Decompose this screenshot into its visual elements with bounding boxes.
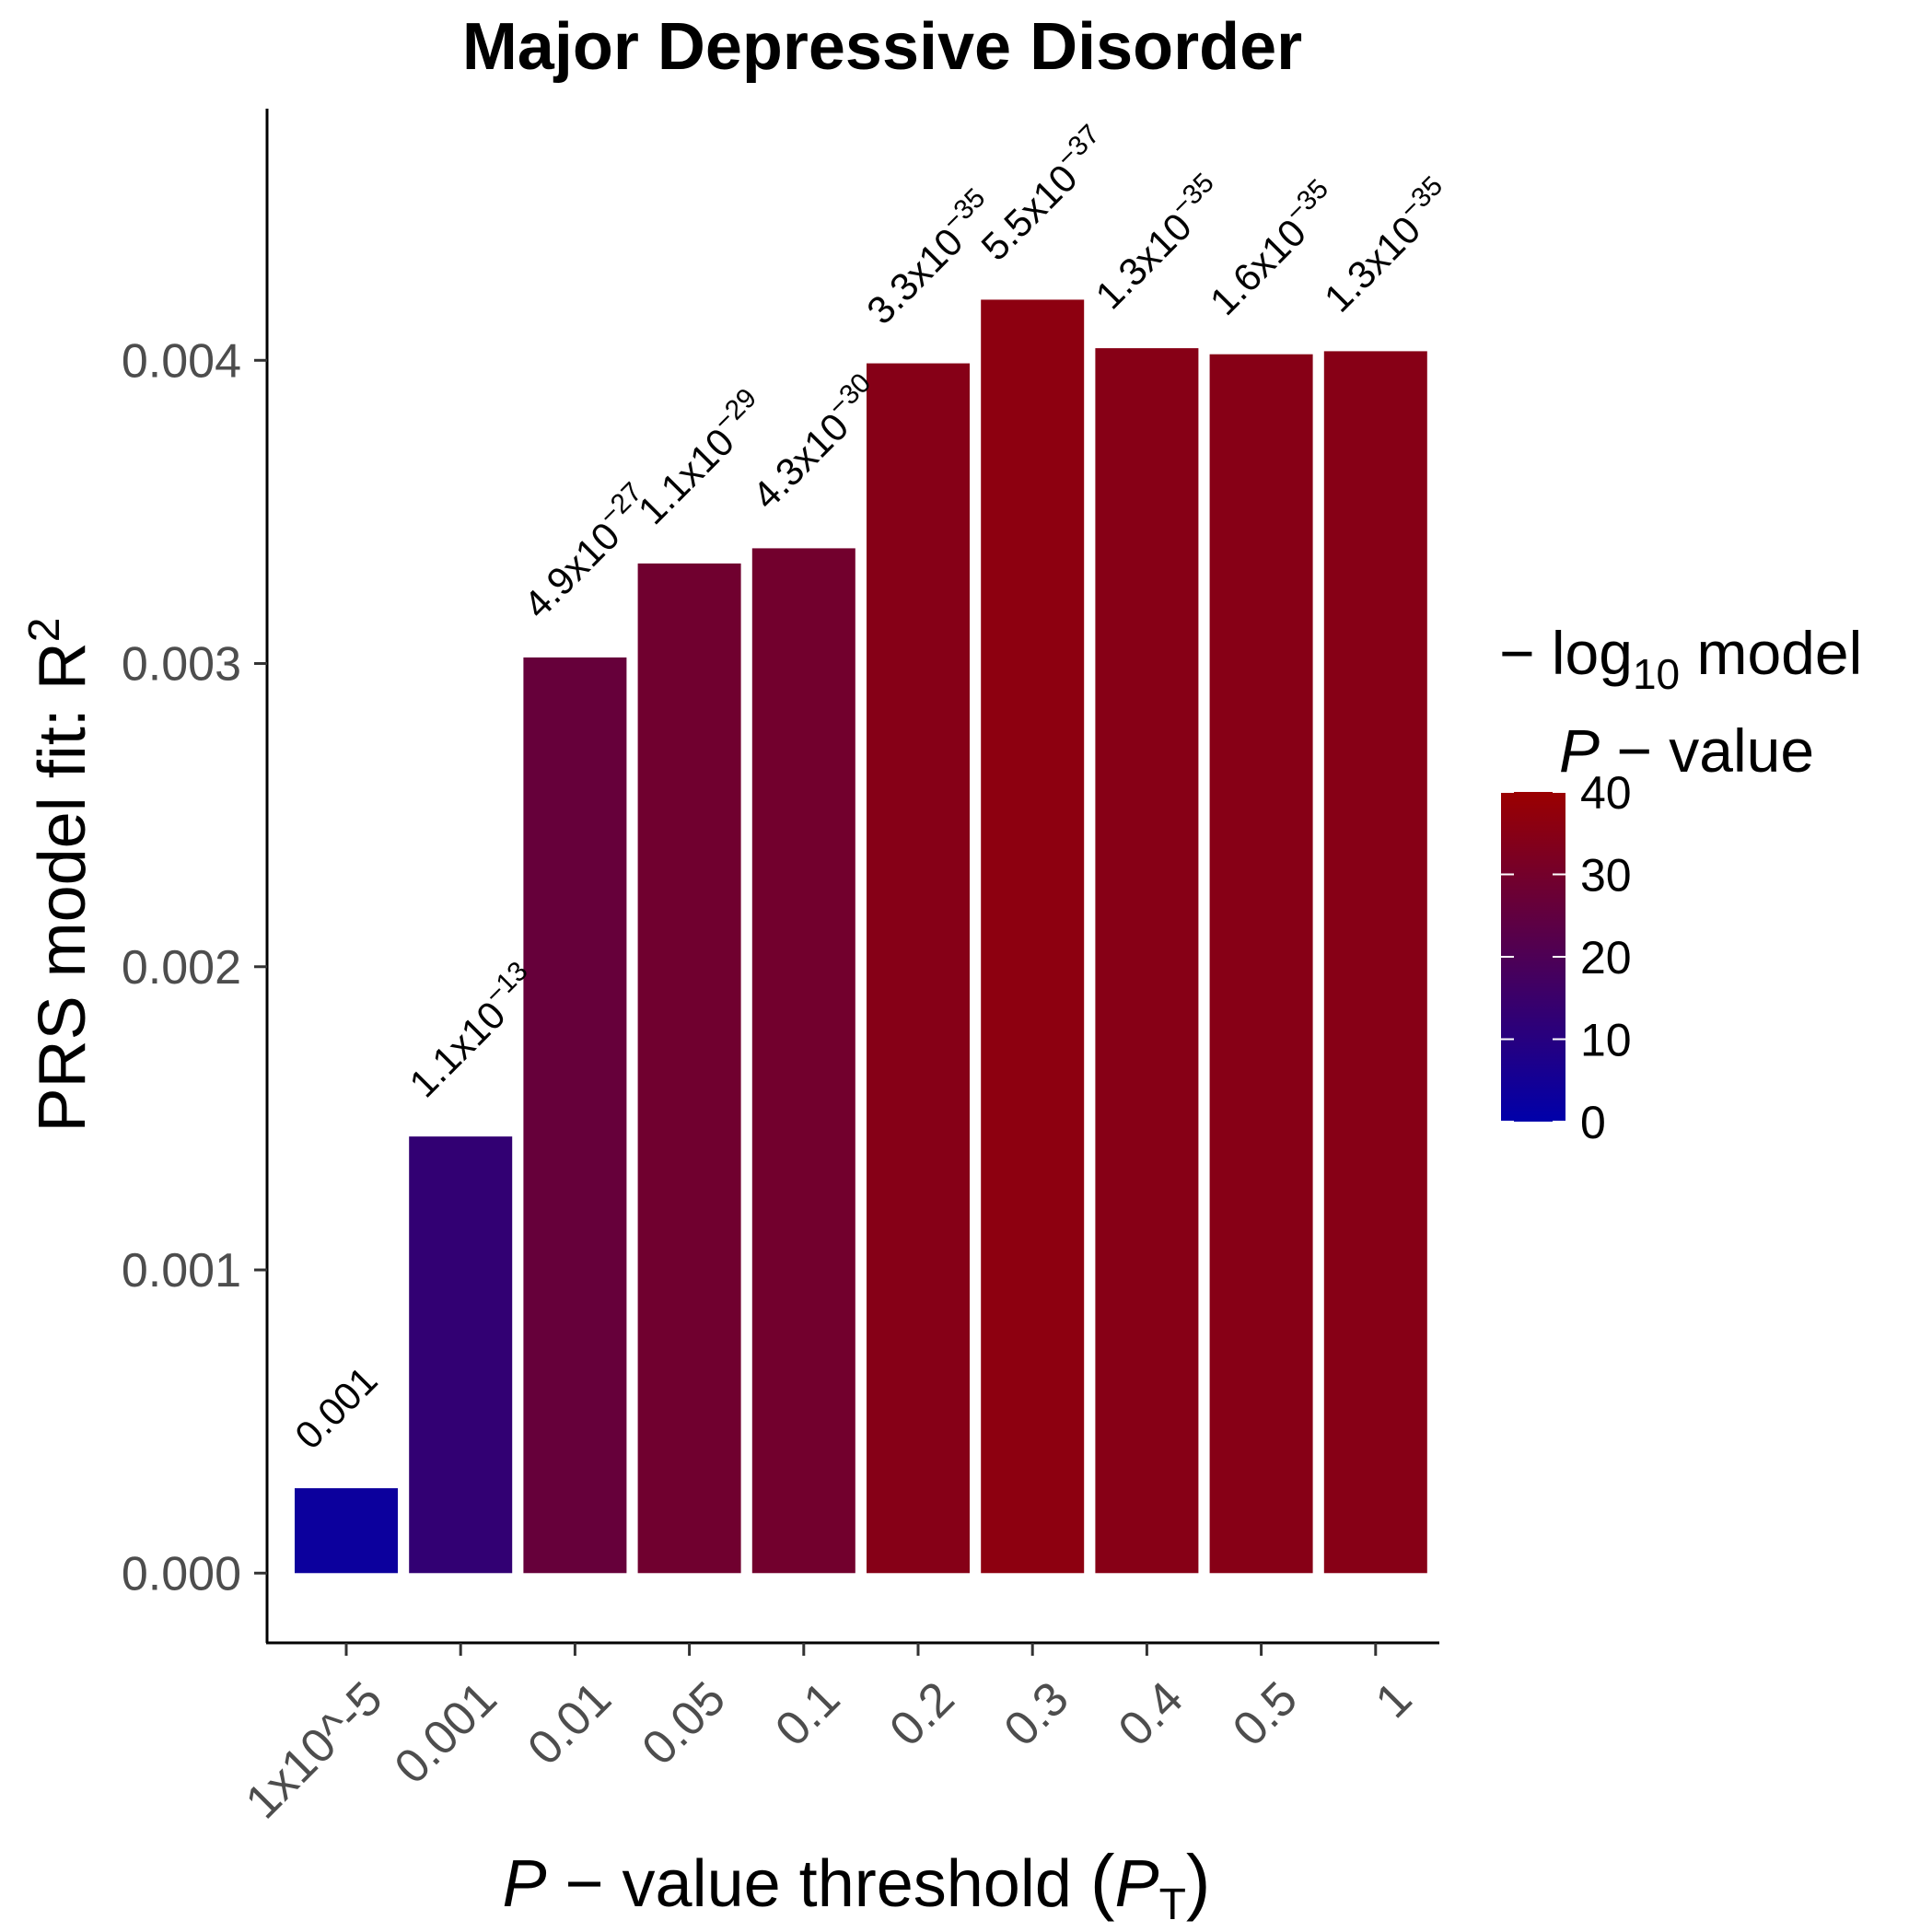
legend-tick-label-3: 30 [1580, 850, 1632, 902]
y-tick-label-2: 0.002 [122, 941, 241, 995]
svg-text:5.5x10−37: 5.5x10−37 [969, 119, 1119, 269]
bar-6 [981, 299, 1085, 1574]
chart-title: Major Depressive Disorder [462, 10, 1302, 84]
x-ticks: 1x10^-50.001 0.01 0.05 0.1 0.2 0.3 0.4 0.5 1 [236, 1643, 1422, 1829]
svg-text:1.6x10−35: 1.6x10−35 [1197, 173, 1347, 323]
legend-tick-label-0: 0 [1580, 1097, 1606, 1148]
bars-group [295, 299, 1427, 1574]
bar-9 [1323, 351, 1427, 1574]
legend-title-line1: − log10 model [1499, 619, 1862, 698]
legend-tick-label-2: 20 [1580, 932, 1632, 983]
bar-5 [867, 363, 970, 1574]
x-tick-label-1: 0.001 [385, 1671, 507, 1794]
bar-2 [523, 657, 627, 1574]
y-tick-label-1: 0.001 [122, 1244, 241, 1298]
bar-8 [1209, 354, 1313, 1574]
legend-tick-label-1: 10 [1580, 1015, 1632, 1066]
svg-text:1.1x10−29: 1.1x10−29 [625, 383, 775, 533]
bar-0 [295, 1488, 398, 1574]
bar-label-8: 1.6x10−35 [1197, 173, 1347, 323]
x-axis-title: P − value threshold (PT) [502, 1840, 1210, 1929]
bar-label-9: 1.3x10−35 [1312, 170, 1462, 320]
bar-7 [1095, 348, 1199, 1574]
y-axis-title: PRS model fit: R2 [20, 618, 99, 1133]
bar-label-0: 0.001 [286, 1358, 386, 1458]
legend-title-line2: P − value [1559, 716, 1814, 785]
legend-ticks: 0 10 20 30 40 [1501, 767, 1632, 1148]
x-tick-label-8: 0.5 [1223, 1671, 1308, 1756]
bar-label-6: 5.5x10−37 [969, 119, 1119, 269]
bar-4 [751, 548, 855, 1574]
bar-label-3: 1.1x10−29 [625, 383, 775, 533]
svg-text:1.3x10−35: 1.3x10−35 [1312, 170, 1462, 320]
y-tick-label-3: 0.003 [122, 638, 241, 692]
legend-tick-label-4: 40 [1580, 767, 1632, 819]
color-legend: − log10 model P − value 0 10 20 30 40 [1499, 619, 1862, 1148]
x-tick-label-7: 0.4 [1109, 1671, 1193, 1756]
svg-text:PRS model fit: R2: PRS model fit: R2 [20, 618, 99, 1133]
bar-1 [409, 1136, 513, 1574]
bar-3 [637, 563, 741, 1574]
svg-text:0.001: 0.001 [286, 1358, 386, 1458]
x-tick-label-5: 0.2 [879, 1671, 964, 1756]
y-ticks: 0.000 0.001 0.002 0.003 0.004 [122, 334, 267, 1600]
y-tick-label-0: 0.000 [122, 1547, 241, 1600]
x-tick-label-3: 0.05 [633, 1671, 737, 1775]
x-tick-label-2: 0.01 [518, 1671, 622, 1775]
x-tick-label-6: 0.3 [995, 1671, 1079, 1756]
x-tick-label-9: 1 [1366, 1671, 1422, 1728]
y-tick-label-4: 0.004 [122, 334, 241, 388]
x-tick-label-0: 1x10^-5 [236, 1671, 393, 1829]
x-tick-label-4: 0.1 [765, 1671, 850, 1756]
